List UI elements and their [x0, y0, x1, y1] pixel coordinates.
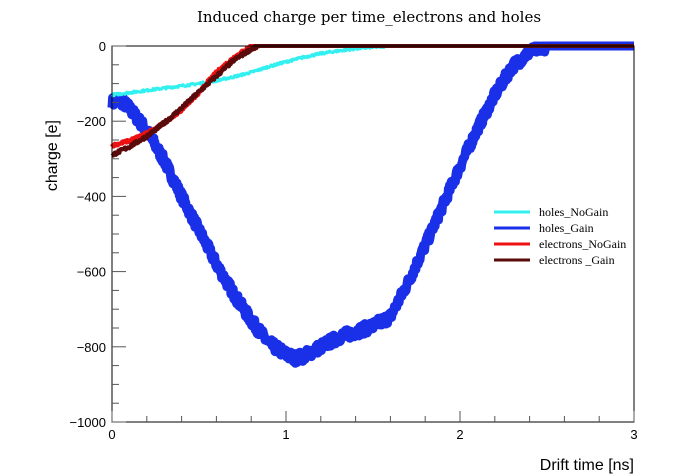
x-axis: 0 1 2 3	[108, 411, 638, 442]
x-tick-label: 0	[108, 427, 115, 442]
legend-label: electrons _Gain	[539, 253, 615, 267]
legend-label: holes_NoGain	[539, 205, 608, 219]
series-line-electrons-gain	[110, 44, 636, 158]
x-tick-label: 3	[630, 427, 637, 442]
chart-title: Induced charge per time_electrons and ho…	[197, 8, 541, 26]
legend: holes_NoGain holes_Gain electrons_NoGainel…	[494, 205, 626, 267]
y-axis: 0 −200 −400 −600 −800 −1000	[69, 39, 126, 430]
y-tick-label: −600	[77, 265, 106, 280]
y-tick-label: −800	[77, 340, 106, 355]
y-tick-label: −400	[77, 189, 106, 204]
legend-label: electrons_NoGain	[539, 237, 626, 251]
y-tick-label: −200	[77, 114, 106, 129]
x-tick-label: 1	[282, 427, 289, 442]
y-axis-label: charge [e]	[44, 120, 61, 191]
x-tick-label: 2	[456, 427, 463, 442]
x-axis-label: Drift time [ns]	[540, 457, 634, 474]
y-tick-label: −1000	[69, 415, 106, 430]
y-tick-label: 0	[99, 39, 106, 54]
series-line-holes-nogain	[110, 44, 635, 98]
legend-label: holes_Gain	[539, 221, 594, 235]
